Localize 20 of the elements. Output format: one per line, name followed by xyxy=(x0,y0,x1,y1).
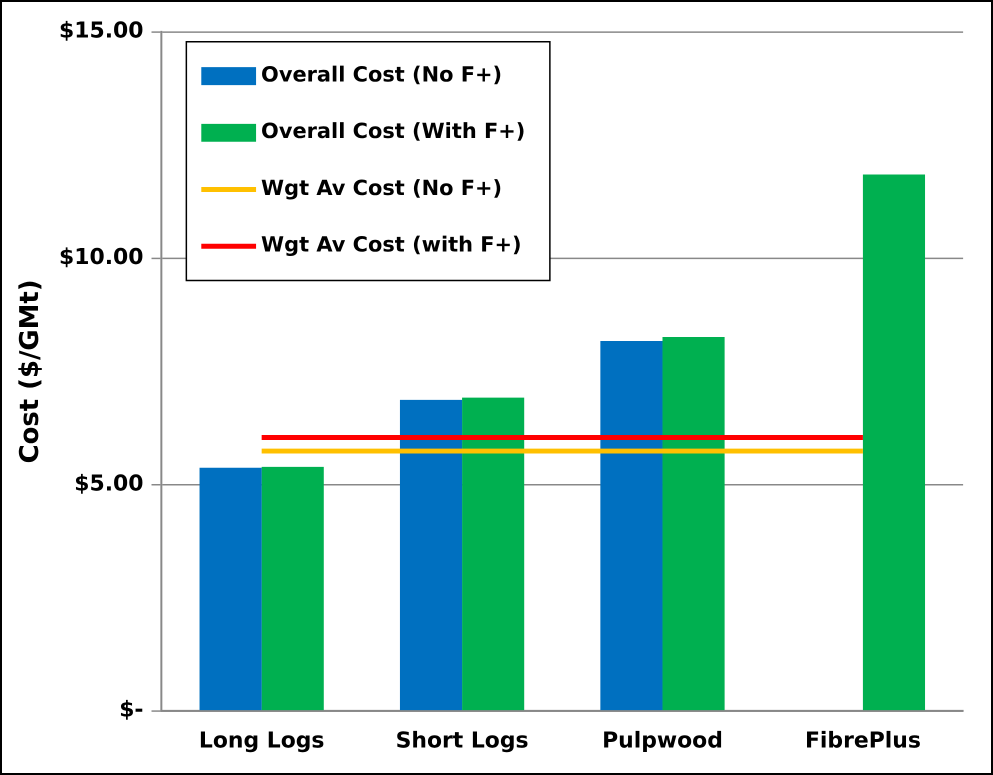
x-tick-label: Long Logs xyxy=(198,728,324,754)
x-tick-label: Pulpwood xyxy=(602,728,723,754)
legend-label: Overall Cost (With F+) xyxy=(261,119,526,144)
x-tick-label: FibrePlus xyxy=(804,728,921,754)
y-tick-label: $15.00 xyxy=(59,18,144,44)
bar xyxy=(262,466,324,710)
bar xyxy=(200,468,262,710)
y-axis-title: Cost ($/GMt) xyxy=(15,279,46,464)
bar xyxy=(662,336,725,710)
y-tick-label: $10.00 xyxy=(59,244,144,270)
legend-label: Wgt Av Cost (No F+) xyxy=(261,176,502,200)
x-tick-label: Short Logs xyxy=(396,728,529,754)
bar xyxy=(400,400,462,710)
legend-label: Overall Cost (No F+) xyxy=(261,62,502,87)
y-tick-label: $- xyxy=(119,698,144,723)
bar xyxy=(862,174,926,710)
bar xyxy=(462,398,524,710)
legend-label: Wgt Av Cost (with F+) xyxy=(261,232,522,257)
y-tick-label: $5.00 xyxy=(74,471,144,496)
bar xyxy=(600,341,662,710)
